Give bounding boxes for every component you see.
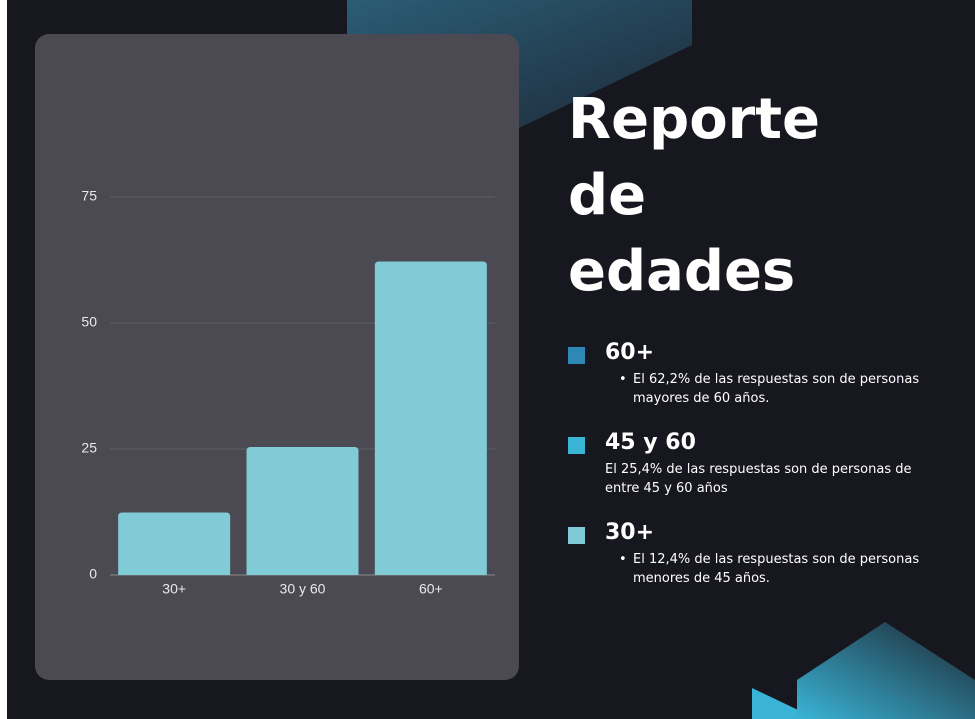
legend-swatch <box>568 437 585 454</box>
legend-item: 45 y 60 El 25,4% de las respuestas son de… <box>568 426 948 498</box>
y-tick-label: 0 <box>89 566 97 582</box>
x-tick-label: 60+ <box>419 581 443 597</box>
legend-label: 45 y 60 <box>605 430 696 455</box>
x-tick-label: 30 y 60 <box>280 581 326 597</box>
bar <box>118 512 231 575</box>
legend-item: 30+ El 12,4% de las respuestas son de per… <box>568 516 948 588</box>
decor <box>347 0 692 128</box>
bar <box>374 261 487 575</box>
decor <box>797 622 975 719</box>
legend-label: 60+ <box>605 340 655 365</box>
y-tick-label: 75 <box>81 188 97 204</box>
y-tick-label: 25 <box>81 440 97 456</box>
legend-text: El 62,2% de las respuestas son de person… <box>605 370 948 408</box>
slide: 0 25 50 75 30+ 30 y 60 60+ Reporte de edades 6… <box>7 0 975 719</box>
chart: 0 25 50 75 30+ 30 y 60 60+ <box>35 0 975 719</box>
legend-swatch <box>568 527 585 544</box>
legend-label: 30+ <box>605 520 655 545</box>
legend-text: El 25,4% de las respuestas son de person… <box>605 462 912 496</box>
legend: 60+ El 62,2% de las respuestas son de per… <box>568 336 948 606</box>
slide-title: Reporte de edades <box>568 87 821 304</box>
legend-text: El 12,4% de las respuestas son de person… <box>605 550 948 588</box>
legend-item: 60+ El 62,2% de las respuestas son de per… <box>568 336 948 408</box>
y-tick-label: 50 <box>81 314 97 330</box>
bar <box>246 446 359 575</box>
legend-swatch <box>568 347 585 364</box>
x-tick-label: 30+ <box>162 581 186 597</box>
